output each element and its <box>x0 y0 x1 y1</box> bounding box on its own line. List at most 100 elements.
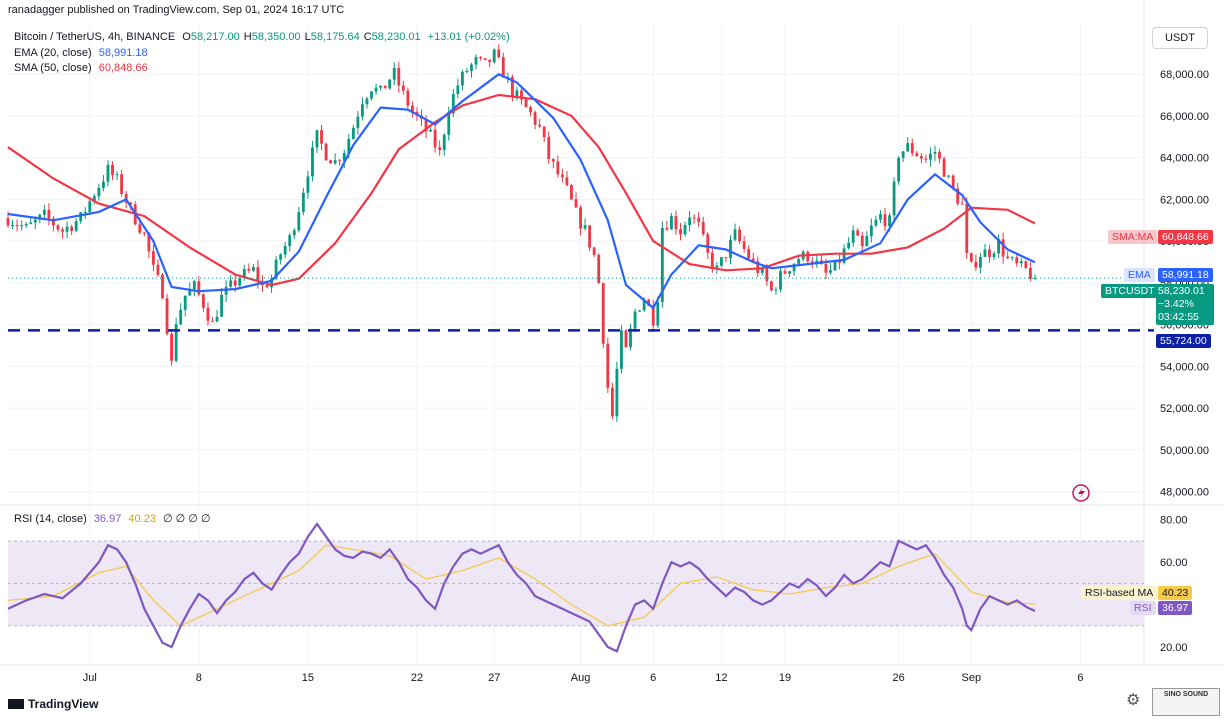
candle-body <box>179 309 183 325</box>
candle-body <box>697 217 701 222</box>
candle-body <box>856 230 860 236</box>
candle-body <box>792 263 796 272</box>
ema-legend-row[interactable]: EMA (20, close) 58,991.18 <box>14 46 510 62</box>
candle-body <box>52 218 55 226</box>
candle-body <box>233 280 237 286</box>
rsi-ma-line <box>7 544 1035 627</box>
x-tick-label: Sep <box>962 672 982 684</box>
rsi-legend[interactable]: RSI (14, close) 36.97 40.23 ∅ ∅ ∅ ∅ <box>14 512 211 525</box>
tradingview-brand: TradingView <box>28 697 99 711</box>
x-tick-label: Jul <box>83 672 97 684</box>
candle-body <box>242 268 246 279</box>
candle-body <box>1033 278 1037 280</box>
tradingview-logo[interactable]: TradingView <box>8 697 98 711</box>
candle-body <box>1001 239 1005 257</box>
rsi-tag-label: RSI <box>1130 601 1156 615</box>
candle-body <box>601 283 605 344</box>
candle-body <box>315 130 319 148</box>
sma-tag-value: 60,848.66 <box>1158 230 1213 244</box>
candle-body <box>115 174 119 176</box>
candle-body <box>933 151 937 154</box>
rsi-y-tick-label: 60.00 <box>1160 557 1188 569</box>
ohlc-key-c: C <box>363 31 372 43</box>
sma-legend-value: 60,848.66 <box>98 62 148 74</box>
candle-body <box>960 203 964 205</box>
candle-body <box>588 225 592 248</box>
candle-body <box>538 124 542 127</box>
candle-body <box>983 249 987 257</box>
x-tick-label: 8 <box>196 672 202 684</box>
candle-body <box>851 230 855 243</box>
candle-body <box>1006 256 1010 259</box>
currency-button[interactable]: USDT <box>1152 27 1208 49</box>
candle-body <box>724 257 728 259</box>
candle-body <box>733 229 737 240</box>
x-tick-label: Aug <box>571 672 591 684</box>
candle-body <box>251 267 255 271</box>
candle-body <box>738 229 741 242</box>
candle-body <box>102 181 105 188</box>
candle-body <box>256 267 260 282</box>
candle-body <box>460 71 464 86</box>
x-tick-label: 12 <box>715 672 727 684</box>
candle-body <box>129 202 133 205</box>
candle-body <box>401 85 405 91</box>
ohlc-values: O58,217.00 H58,350.00 L58,175.64 C58,230.01 <box>178 31 420 43</box>
candle-body <box>1019 261 1023 264</box>
candle-body <box>606 343 610 388</box>
sma-tag-label: SMA:MA <box>1108 230 1158 244</box>
candle-body <box>997 239 1001 254</box>
candle-body <box>915 153 919 157</box>
candle-body <box>156 264 160 275</box>
candle-body <box>274 259 278 279</box>
candle-body <box>197 281 201 295</box>
candle-body <box>333 160 337 164</box>
candle-body <box>679 229 682 235</box>
candle-body <box>306 176 310 193</box>
candle-body <box>111 164 114 176</box>
candle-body <box>120 174 124 194</box>
candle-body <box>956 188 960 204</box>
candle-body <box>215 316 219 322</box>
candle-body <box>20 225 24 227</box>
candle-body <box>451 94 455 114</box>
y-tick-label: 48,000.00 <box>1160 487 1209 499</box>
candle-body <box>542 126 546 138</box>
candle-body <box>211 320 214 322</box>
rsi-legend-value: 36.97 <box>93 513 122 525</box>
candle-body <box>583 225 587 229</box>
candle-body <box>201 294 205 308</box>
candle-body <box>374 87 378 92</box>
candle-body <box>279 254 283 260</box>
candle-body <box>642 299 646 311</box>
candle-body <box>833 261 837 271</box>
symbol-row: Bitcoin / TetherUS, 4h, BINANCE O58,217.… <box>14 30 510 46</box>
candle-body <box>756 261 760 273</box>
candle-body <box>442 134 446 151</box>
candle-body <box>192 281 196 290</box>
y-tick-label: 52,000.00 <box>1160 403 1209 415</box>
candle-body <box>83 212 87 214</box>
candle-body <box>38 214 42 220</box>
candle-body <box>320 130 323 144</box>
candle-body <box>651 305 655 326</box>
y-tick-label: 62,000.00 <box>1160 194 1209 206</box>
candle-body <box>406 90 410 106</box>
candle-body <box>892 181 896 216</box>
candle-body <box>965 203 969 254</box>
candle-body <box>797 259 801 264</box>
candle-body <box>629 328 632 348</box>
candle-body <box>860 235 864 247</box>
candle-body <box>751 258 755 262</box>
candle-body <box>529 107 532 113</box>
candle-body <box>392 67 396 80</box>
candle-body <box>869 225 873 237</box>
ohlc-value-h: 58,350.00 <box>251 31 301 43</box>
settings-gear-icon[interactable]: ⚙ <box>1126 692 1141 709</box>
candle-body <box>742 241 746 249</box>
sma-legend-row[interactable]: SMA (50, close) 60,848.66 <box>14 61 510 77</box>
rsi-ma-legend-value: 40.23 <box>128 513 156 525</box>
candle-body <box>79 212 83 222</box>
candle-body <box>329 160 333 164</box>
